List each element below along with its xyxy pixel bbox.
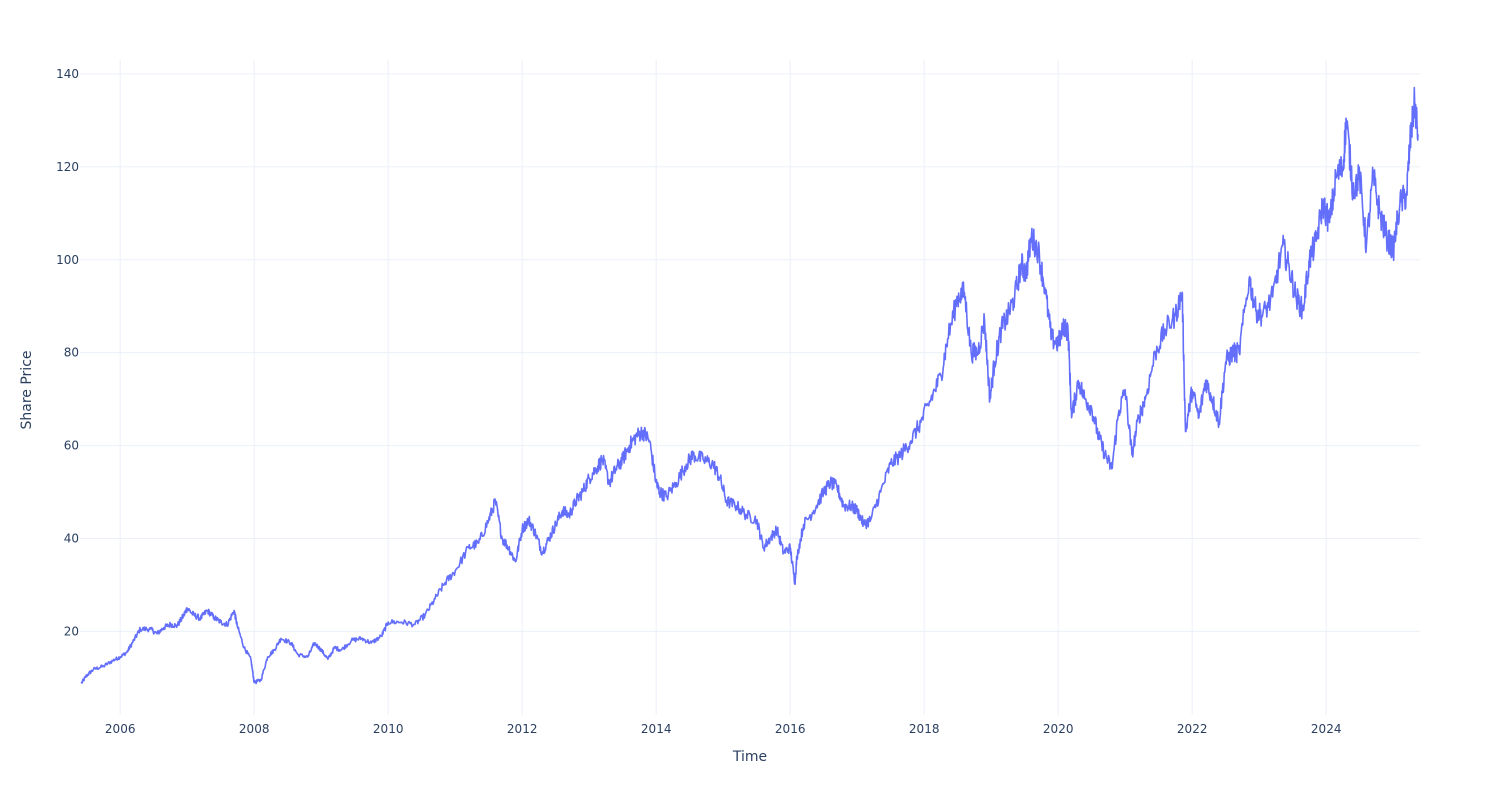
y-tick-label: 20 (64, 624, 79, 638)
x-tick-label: 2014 (641, 722, 672, 736)
y-tick-label: 140 (56, 67, 79, 81)
y-tick-label: 100 (56, 253, 79, 267)
x-tick-label: 2008 (239, 722, 270, 736)
y-tick-label: 60 (64, 439, 79, 453)
y-axis-title: Share Price (19, 350, 35, 429)
x-tick-label: 2020 (1043, 722, 1074, 736)
x-tick-label: 2022 (1177, 722, 1208, 736)
x-tick-label: 2024 (1311, 722, 1342, 736)
x-tick-label: 2006 (105, 722, 136, 736)
x-gridlines (119, 60, 1327, 715)
x-axis-title: Time (732, 749, 767, 765)
x-tick-label: 2018 (909, 722, 940, 736)
series-line (80, 86, 1419, 685)
x-tick-labels: 2006 2008 2010 2012 2014 2016 2018 2020 2022 2024 (105, 722, 1342, 736)
series-layer (80, 86, 1419, 685)
y-gridlines (80, 73, 1420, 632)
x-tick-label: 2010 (373, 722, 404, 736)
y-tick-label: 40 (64, 531, 79, 545)
x-tick-label: 2012 (507, 722, 538, 736)
y-tick-labels: 20 40 60 80 100 120 140 (56, 67, 79, 638)
x-tick-label: 2016 (775, 722, 806, 736)
y-tick-label: 80 (64, 346, 79, 360)
y-tick-label: 120 (56, 160, 79, 174)
